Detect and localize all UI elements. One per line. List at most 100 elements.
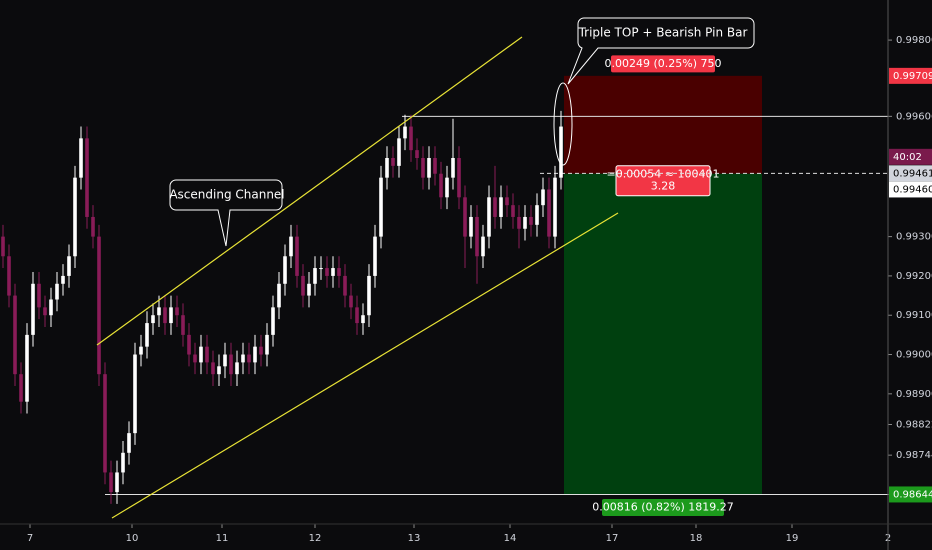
candle-body bbox=[469, 216, 473, 237]
target-zone bbox=[564, 173, 762, 495]
price-badge-label: 0.99709 bbox=[893, 71, 932, 82]
candle-body bbox=[49, 299, 53, 316]
candle-body bbox=[499, 197, 503, 217]
x-tick-label: 13 bbox=[408, 533, 421, 544]
candle-body bbox=[121, 452, 125, 473]
candle-body bbox=[187, 334, 191, 355]
price-badge bbox=[889, 486, 932, 503]
candle-body bbox=[163, 307, 167, 324]
candle-body bbox=[313, 268, 317, 284]
candle-body bbox=[91, 216, 95, 237]
callout-shape bbox=[567, 17, 755, 85]
candle-body bbox=[343, 275, 347, 296]
candle-body bbox=[139, 346, 143, 355]
candle-body bbox=[379, 177, 383, 237]
candle-body bbox=[517, 216, 521, 229]
candle-body bbox=[439, 173, 443, 198]
candle-body bbox=[277, 283, 281, 308]
price-badge bbox=[889, 165, 932, 182]
candle-body bbox=[145, 323, 149, 347]
candle-body bbox=[127, 433, 131, 453]
candle-body bbox=[373, 236, 377, 276]
price-badge-label: 0.98644 bbox=[893, 489, 932, 500]
x-tick-label: 12 bbox=[309, 533, 322, 544]
candle-body bbox=[43, 307, 47, 316]
candle-body bbox=[19, 374, 23, 402]
candle-body bbox=[247, 354, 251, 363]
candle-body bbox=[367, 275, 371, 316]
candle-body bbox=[541, 189, 545, 206]
candle-body bbox=[55, 283, 59, 300]
candle-body bbox=[79, 138, 83, 178]
candle-body bbox=[355, 307, 359, 324]
candle-body bbox=[553, 177, 557, 237]
candle-body bbox=[7, 256, 11, 296]
annotation: Triple TOP + Bearish Pin Bar bbox=[578, 26, 748, 40]
candle-body bbox=[31, 283, 35, 335]
candle-body bbox=[97, 236, 101, 375]
candle-body bbox=[403, 126, 407, 139]
x-tick-label: 14 bbox=[504, 533, 517, 544]
candle-body bbox=[295, 236, 299, 276]
y-tick-label: 0.98744 bbox=[896, 450, 932, 461]
candle-body bbox=[433, 158, 437, 174]
candle-body bbox=[289, 236, 293, 257]
candle-body bbox=[13, 295, 17, 375]
price-badge bbox=[889, 181, 932, 198]
position-label: =0.00054 ≈ 100401 bbox=[607, 168, 720, 181]
price-badge bbox=[889, 67, 932, 84]
candle-body bbox=[385, 158, 389, 178]
y-tick-label: 0.98822 bbox=[896, 419, 932, 430]
callout-shape bbox=[169, 179, 283, 247]
position-label: 0.00816 (0.82%) 1819.27 bbox=[592, 500, 734, 513]
annotation: Ascending Channel bbox=[169, 188, 284, 202]
candle-body bbox=[325, 268, 329, 276]
price-badge bbox=[889, 148, 932, 165]
plot: 0.00249 (0.25%) 750 =0.00054 ≈ 1004013.28… bbox=[1, 55, 888, 516]
candle-body bbox=[397, 138, 401, 166]
x-tick-label: 11 bbox=[216, 533, 229, 544]
candle-body bbox=[409, 126, 413, 151]
candle-body bbox=[25, 334, 29, 402]
candle-body bbox=[451, 158, 455, 178]
x-tick-label: 17 bbox=[606, 533, 619, 544]
x-tick-label: 19 bbox=[786, 533, 799, 544]
candle-body bbox=[193, 354, 197, 363]
candle-body bbox=[349, 295, 353, 308]
candle-body bbox=[427, 158, 431, 178]
candle-body bbox=[319, 268, 323, 270]
position-label-bg bbox=[602, 498, 724, 516]
x-tick-label: 18 bbox=[690, 533, 703, 544]
candle-body bbox=[331, 268, 335, 276]
candle-body bbox=[229, 354, 233, 375]
pin-bar-highlight bbox=[553, 82, 573, 166]
annotation-callout: Ascending Channel bbox=[169, 179, 285, 247]
candle-body bbox=[109, 472, 113, 493]
candle-body bbox=[511, 205, 515, 217]
candle-body bbox=[133, 354, 137, 434]
candle-body bbox=[61, 275, 65, 284]
candle-body bbox=[361, 315, 365, 324]
candle-body bbox=[457, 158, 461, 198]
candle-body bbox=[265, 334, 269, 355]
candle-body bbox=[157, 307, 161, 316]
candle-body bbox=[37, 283, 41, 308]
position-label: 3.28 bbox=[651, 180, 676, 193]
candle-body bbox=[73, 177, 77, 257]
candle-body bbox=[235, 362, 239, 375]
candle-body bbox=[253, 346, 257, 363]
candle-body bbox=[481, 236, 485, 257]
candle-body bbox=[241, 354, 245, 363]
candle-body bbox=[259, 346, 263, 355]
candle-body bbox=[181, 315, 185, 335]
candle-body bbox=[103, 374, 107, 473]
channel-upper bbox=[96, 36, 523, 346]
y-tick-label: 0.99606 bbox=[896, 111, 932, 122]
